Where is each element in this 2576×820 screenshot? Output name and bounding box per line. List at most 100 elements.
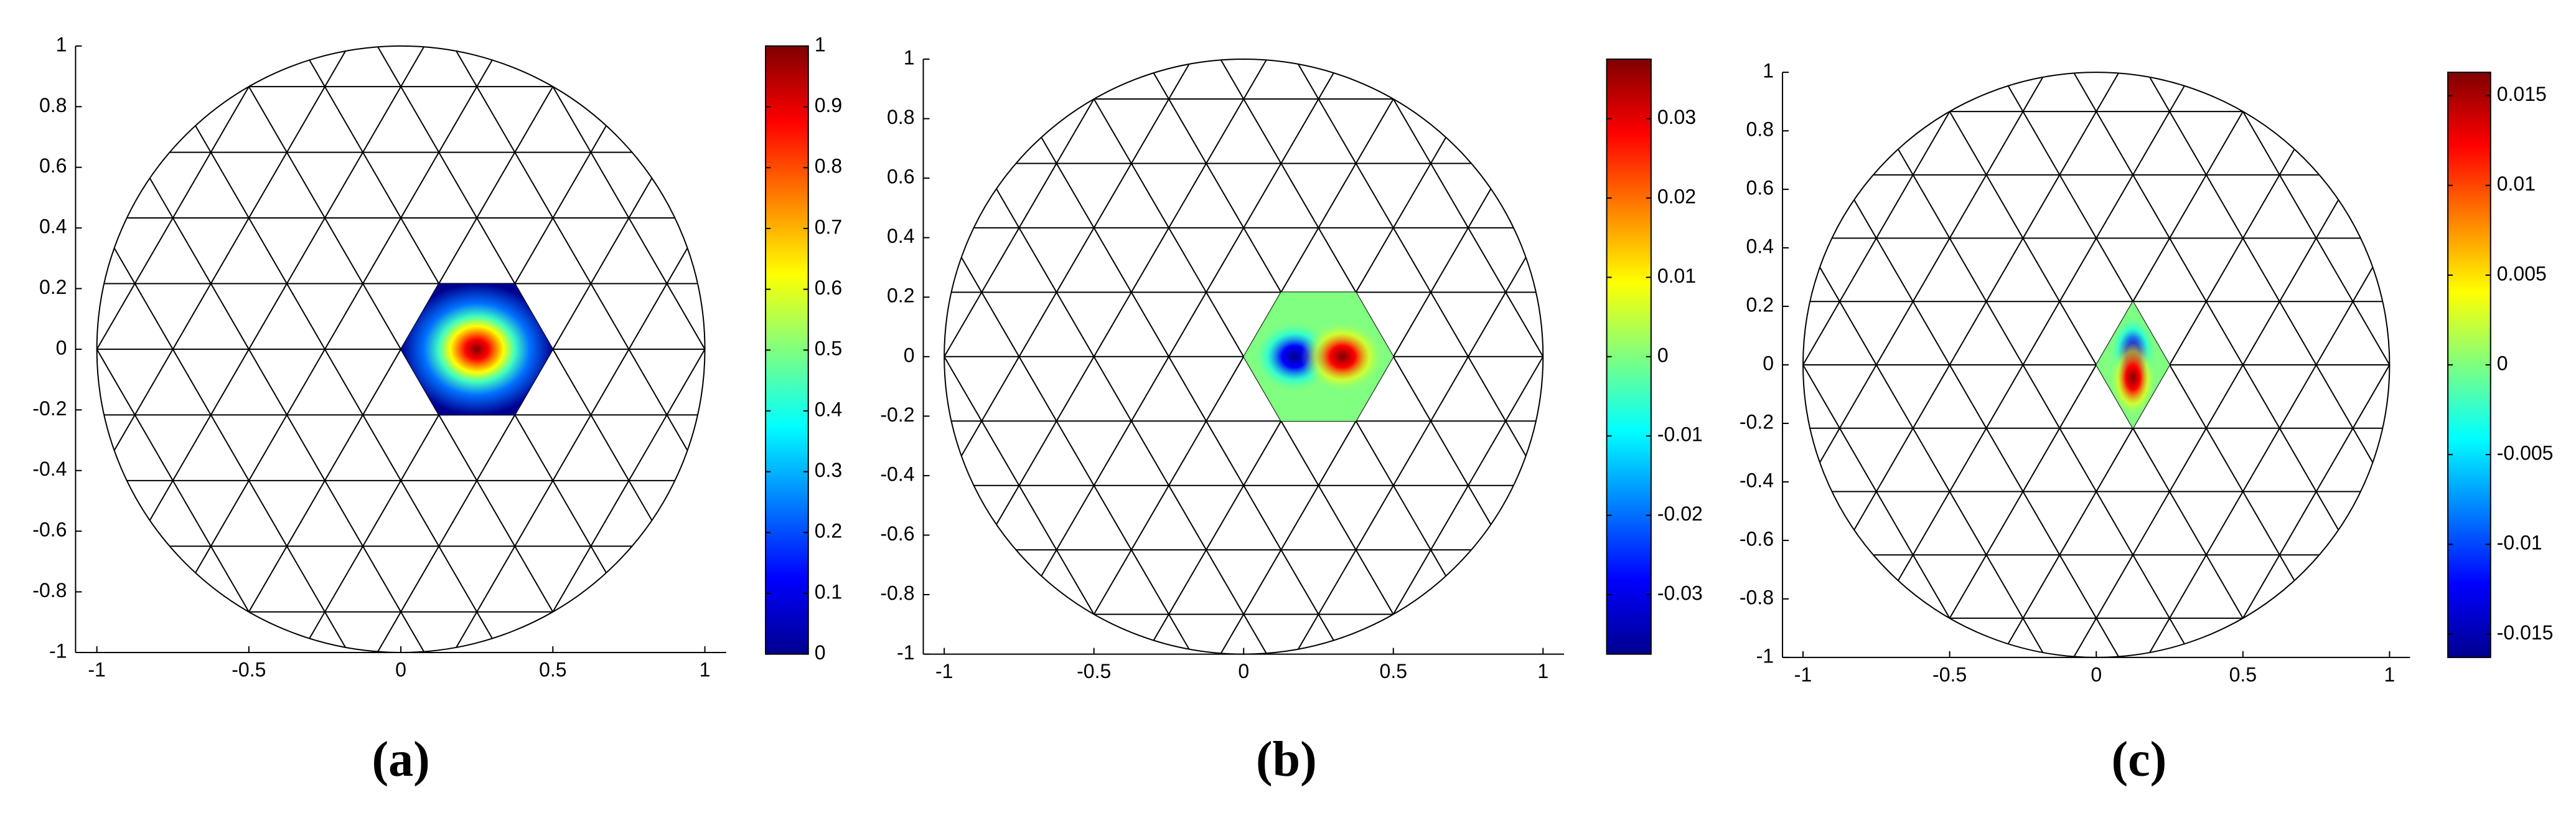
- colorbar: [765, 45, 809, 655]
- y-tick-label: 0.8: [887, 106, 914, 128]
- mesh-edge: [944, 59, 1153, 654]
- mesh-edge: [96, 45, 385, 653]
- mesh-edge: [96, 45, 232, 653]
- x-tick-label: -1: [88, 658, 105, 681]
- y-tick-label: -0.6: [880, 522, 914, 545]
- y-tick-label: 0.8: [39, 94, 67, 116]
- mesh-edge: [2480, 14, 2576, 716]
- y-tick-label: 1: [1763, 60, 1774, 82]
- colorbar-tick-label: 0.01: [1657, 265, 1696, 287]
- mesh-boundary: [944, 59, 1544, 655]
- mesh-edge: [2553, 14, 2576, 716]
- mesh-edge: [96, 45, 232, 653]
- field: [401, 283, 553, 415]
- x-tick-label: -1: [935, 660, 953, 682]
- colorbar-tick-label: 0.7: [815, 215, 842, 238]
- x-tick-label: -1: [1794, 663, 1812, 686]
- mesh-edge: [1803, 72, 2081, 657]
- mesh: [1380, 14, 2576, 716]
- y-tick-label: -0.8: [880, 582, 914, 604]
- mesh-edge: [2186, 72, 2390, 657]
- mesh-edge: [512, 0, 927, 714]
- colorbar-tick-label: -0.005: [2497, 442, 2554, 464]
- colorbar-tick-label: -0.01: [1657, 423, 1703, 446]
- y-tick-label: 0.4: [1746, 235, 1774, 258]
- y-tick-label: 0.2: [39, 276, 67, 298]
- mesh-edge: [1803, 72, 1860, 657]
- colorbar-tick-label: -0.01: [2497, 532, 2542, 554]
- colorbar-tick-label: 0.9: [815, 94, 842, 116]
- colorbar-tick-label: -0.015: [2497, 621, 2554, 644]
- mesh-edge: [96, 45, 308, 653]
- mesh-edge: [1803, 72, 2007, 657]
- mesh-edge: [418, 45, 705, 653]
- mesh-edge: [1860, 0, 2275, 714]
- mesh-edge: [2112, 72, 2390, 657]
- colorbar: [1606, 59, 1652, 655]
- panel-label: (c): [2111, 732, 2166, 787]
- mesh-edge: [2553, 14, 2576, 716]
- x-tick-label: 0: [2091, 663, 2102, 686]
- x-tick-label: 0.5: [2229, 663, 2257, 686]
- colorbar-tick-label: 0.6: [815, 276, 842, 299]
- x-tick-label: 0.5: [539, 658, 566, 681]
- y-tick-label: -0.4: [880, 463, 914, 485]
- y-tick-label: -1: [49, 639, 67, 662]
- y-tick-label: -0.2: [1740, 410, 1774, 433]
- y-tick-label: 0: [1763, 352, 1774, 374]
- colorbar-tick-label: 1: [815, 33, 826, 55]
- x-tick-label: 1: [1537, 660, 1548, 682]
- mesh-edge: [1635, 0, 2050, 714]
- y-tick-label: -1: [1756, 644, 1774, 667]
- colorbar-tick-label: -0.03: [1657, 582, 1703, 604]
- y-tick-label: -0.2: [880, 403, 914, 426]
- y-tick-label: 0.8: [1746, 118, 1774, 141]
- field-pos: [2096, 301, 2170, 428]
- mesh-edge: [0, 0, 4, 713]
- panel-label: (a): [372, 732, 429, 787]
- colorbar-tick-label: 0.8: [815, 155, 842, 177]
- x-tick-label: -0.5: [1077, 660, 1111, 682]
- mesh-edge: [1803, 72, 2007, 657]
- mesh-edge: [1635, 0, 2050, 714]
- y-tick-label: 0.6: [887, 166, 914, 188]
- y-tick-label: 0.6: [1746, 177, 1774, 199]
- y-tick-label: -0.8: [32, 579, 67, 601]
- y-tick-label: 1: [904, 46, 915, 68]
- field-pos: [1244, 292, 1393, 422]
- y-tick-label: -0.8: [1740, 586, 1774, 608]
- y-tick-label: -1: [897, 641, 914, 664]
- x-tick-label: -0.5: [1932, 663, 1967, 686]
- mesh-edge: [1380, 14, 1786, 716]
- mesh-edge: [0, 0, 4, 713]
- colorbar-tick-label: 0: [815, 641, 826, 664]
- colorbar: [2447, 72, 2491, 658]
- colorbar-tick-label: -0.02: [1657, 502, 1703, 525]
- y-tick-label: 0.4: [39, 215, 67, 238]
- mesh-edge: [2009, 0, 2424, 714]
- mesh-edge: [1380, 14, 1786, 716]
- x-tick-label: 0: [1238, 660, 1249, 682]
- mesh-edge: [494, 45, 705, 653]
- panel-label: (b): [1256, 732, 1317, 787]
- mesh-edge: [2009, 0, 2424, 714]
- mesh-edge: [96, 45, 308, 653]
- x-tick-label: 1: [2384, 663, 2396, 686]
- colorbar-tick-label: 0: [2497, 352, 2508, 374]
- y-tick-label: -0.2: [32, 397, 67, 420]
- x-tick-label: 1: [700, 658, 711, 681]
- mesh-edge: [1860, 0, 2275, 714]
- colorbar-tick-label: 0.3: [815, 459, 842, 481]
- mesh-edge: [1803, 72, 1860, 657]
- mesh-edge: [1260, 59, 1543, 654]
- mesh-edge: [512, 0, 927, 714]
- colorbar-tick-label: 0.015: [2497, 83, 2547, 105]
- mesh-edge: [2480, 14, 2576, 716]
- mesh-boundary: [96, 45, 706, 653]
- x-tick-label: -0.5: [232, 658, 266, 681]
- y-tick-label: -0.4: [1740, 469, 1774, 491]
- panel: -1 -0.5 0 0.5 1 -1 -0.8 -0.6 -0.4 -0.2 0 0.2 0.4 0.6 0…: [512, 0, 2424, 787]
- colorbar-tick-label: 0.1: [815, 580, 842, 603]
- colorbar-tick-label: 0.2: [815, 520, 842, 542]
- y-tick-label: 0.6: [39, 154, 67, 177]
